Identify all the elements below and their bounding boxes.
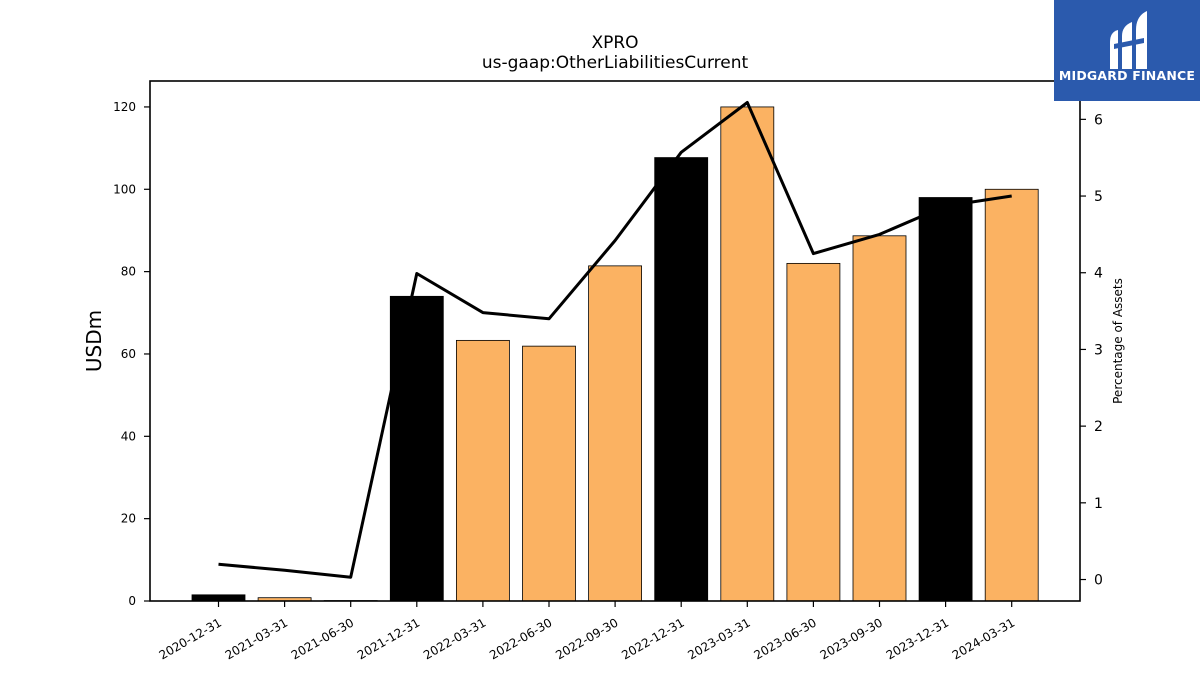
x-tick-label: 2022-03-31 <box>421 615 488 662</box>
y-tick-label: 100 <box>113 182 136 196</box>
y2-tick-label: 0 <box>1094 573 1103 589</box>
bar-2022-09-30 <box>588 265 642 602</box>
bar-2023-12-31 <box>918 197 973 602</box>
x-tick-label: 2023-06-30 <box>751 615 818 662</box>
bar-2022-12-31 <box>654 157 709 602</box>
bar-2023-03-31 <box>720 106 775 602</box>
bars-group <box>191 106 1039 602</box>
bar-2023-09-30 <box>852 235 907 602</box>
y2-tick-label: 4 <box>1094 266 1103 282</box>
x-tick-label: 2023-09-30 <box>818 615 885 662</box>
logo-mark-icon <box>1110 11 1147 69</box>
y2-tick-label: 3 <box>1094 342 1103 358</box>
bar-2023-06-30 <box>786 262 841 602</box>
logo-text: MIDGARD FINANCE <box>1058 68 1196 83</box>
x-tick-label: 2022-06-30 <box>487 615 554 662</box>
bar-2021-12-31 <box>389 295 444 602</box>
y-axis-label: USDm <box>82 310 106 372</box>
brand-logo: MIDGARD FINANCE <box>1054 0 1200 101</box>
x-tick-label: 2023-03-31 <box>685 615 752 662</box>
x-axis: 2020-12-312021-03-312021-06-302021-12-31… <box>157 601 1017 662</box>
y-tick-label: 40 <box>121 429 136 443</box>
bar-2022-06-30 <box>522 345 576 602</box>
y2-tick-label: 1 <box>1094 496 1103 512</box>
chart-title: XPRO <box>591 33 638 53</box>
y-tick-label: 120 <box>113 100 136 114</box>
y-tick-label: 0 <box>128 594 136 608</box>
y-axis: 0 20 40 60 80 100 120 <box>113 100 150 608</box>
x-tick-label: 2021-03-31 <box>223 615 290 662</box>
x-tick-label: 2022-12-31 <box>619 615 686 662</box>
chart-subtitle: us-gaap:OtherLiabilitiesCurrent <box>482 53 749 73</box>
x-tick-label: 2024-03-31 <box>950 615 1017 662</box>
y-tick-label: 60 <box>121 347 136 361</box>
line-group <box>218 101 1012 579</box>
x-tick-label: 2023-12-31 <box>884 615 951 662</box>
y2-tick-label: 6 <box>1094 112 1103 128</box>
percentage-line <box>218 101 1012 579</box>
y-tick-label: 80 <box>121 265 136 279</box>
y2-tick-label: 5 <box>1094 189 1103 205</box>
y2-tick-label: 2 <box>1094 419 1103 435</box>
x-tick-label: 2021-06-30 <box>289 615 356 662</box>
x-tick-label: 2021-12-31 <box>355 615 422 662</box>
x-tick-label: 2022-09-30 <box>553 615 620 662</box>
bar-2020-12-31 <box>191 594 246 602</box>
bar-2022-03-31 <box>455 339 510 602</box>
bar-2024-03-31 <box>984 188 1039 602</box>
x-tick-label: 2020-12-31 <box>157 615 224 662</box>
y-tick-label: 20 <box>121 512 136 526</box>
y2-axis-label: Percentage of Assets <box>1111 278 1125 404</box>
y2-axis: 0 1 2 3 4 5 6 <box>1080 112 1103 589</box>
